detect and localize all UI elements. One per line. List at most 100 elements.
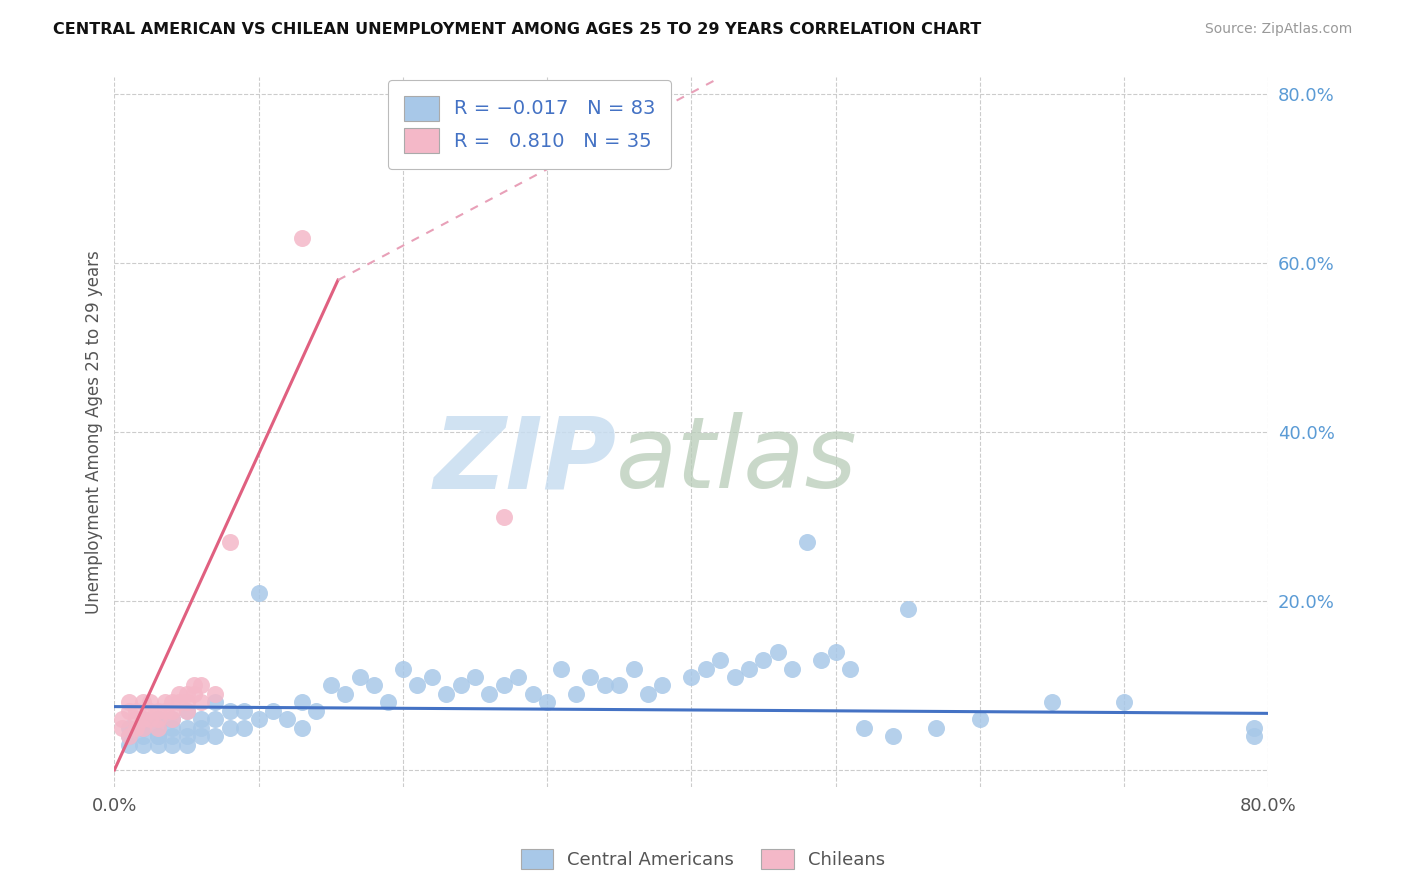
Point <box>492 509 515 524</box>
Point <box>969 712 991 726</box>
Point <box>204 729 226 743</box>
Point <box>176 721 198 735</box>
Point <box>420 670 443 684</box>
Point <box>190 721 212 735</box>
Point <box>118 738 141 752</box>
Point <box>176 729 198 743</box>
Point <box>291 721 314 735</box>
Point <box>824 645 846 659</box>
Point <box>125 704 148 718</box>
Point <box>550 662 572 676</box>
Legend: R = −0.017   N = 83, R =   0.810   N = 35: R = −0.017 N = 83, R = 0.810 N = 35 <box>388 80 671 169</box>
Point <box>233 721 256 735</box>
Point <box>579 670 602 684</box>
Point <box>190 695 212 709</box>
Point <box>623 662 645 676</box>
Point <box>853 721 876 735</box>
Point <box>146 729 169 743</box>
Point <box>146 712 169 726</box>
Point <box>695 662 717 676</box>
Point <box>810 653 832 667</box>
Point <box>607 678 630 692</box>
Point <box>723 670 745 684</box>
Point <box>111 721 134 735</box>
Point <box>118 721 141 735</box>
Point <box>190 678 212 692</box>
Point <box>125 721 148 735</box>
Point <box>160 695 183 709</box>
Point <box>139 712 162 726</box>
Point <box>204 712 226 726</box>
Point <box>176 738 198 752</box>
Point <box>1112 695 1135 709</box>
Point <box>276 712 298 726</box>
Point <box>291 695 314 709</box>
Point <box>218 721 240 735</box>
Point <box>139 695 162 709</box>
Point <box>132 721 155 735</box>
Point <box>349 670 371 684</box>
Point <box>247 585 270 599</box>
Point <box>146 729 169 743</box>
Point <box>1243 729 1265 743</box>
Point <box>169 687 191 701</box>
Legend: Central Americans, Chileans: Central Americans, Chileans <box>512 839 894 879</box>
Point <box>169 695 191 709</box>
Point <box>434 687 457 701</box>
Point <box>637 687 659 701</box>
Point <box>363 678 385 692</box>
Point <box>132 729 155 743</box>
Point <box>132 695 155 709</box>
Point <box>146 712 169 726</box>
Point <box>132 712 155 726</box>
Point <box>508 670 530 684</box>
Point <box>132 721 155 735</box>
Point <box>1243 721 1265 735</box>
Point <box>766 645 789 659</box>
Point <box>319 678 342 692</box>
Point <box>183 678 205 692</box>
Point <box>333 687 356 701</box>
Point <box>450 678 472 692</box>
Point <box>406 678 429 692</box>
Point <box>139 704 162 718</box>
Point <box>190 712 212 726</box>
Point <box>146 721 169 735</box>
Point <box>709 653 731 667</box>
Point <box>882 729 904 743</box>
Point <box>118 729 141 743</box>
Point <box>218 704 240 718</box>
Point <box>492 678 515 692</box>
Point <box>176 704 198 718</box>
Point <box>160 712 183 726</box>
Point <box>190 729 212 743</box>
Point <box>218 535 240 549</box>
Point <box>132 738 155 752</box>
Point <box>593 678 616 692</box>
Text: atlas: atlas <box>616 412 858 509</box>
Point <box>464 670 486 684</box>
Point <box>796 535 818 549</box>
Point <box>897 602 920 616</box>
Point <box>118 704 141 718</box>
Point <box>118 729 141 743</box>
Text: CENTRAL AMERICAN VS CHILEAN UNEMPLOYMENT AMONG AGES 25 TO 29 YEARS CORRELATION C: CENTRAL AMERICAN VS CHILEAN UNEMPLOYMENT… <box>53 22 981 37</box>
Point <box>377 695 399 709</box>
Point <box>160 704 183 718</box>
Point <box>247 712 270 726</box>
Point <box>176 687 198 701</box>
Point <box>925 721 948 735</box>
Point <box>651 678 673 692</box>
Point <box>160 738 183 752</box>
Point <box>146 738 169 752</box>
Point <box>118 695 141 709</box>
Text: ZIP: ZIP <box>433 412 616 509</box>
Point <box>262 704 284 718</box>
Point <box>176 704 198 718</box>
Point <box>780 662 803 676</box>
Point <box>305 704 328 718</box>
Point <box>565 687 588 701</box>
Point <box>146 721 169 735</box>
Point <box>125 712 148 726</box>
Point <box>146 704 169 718</box>
